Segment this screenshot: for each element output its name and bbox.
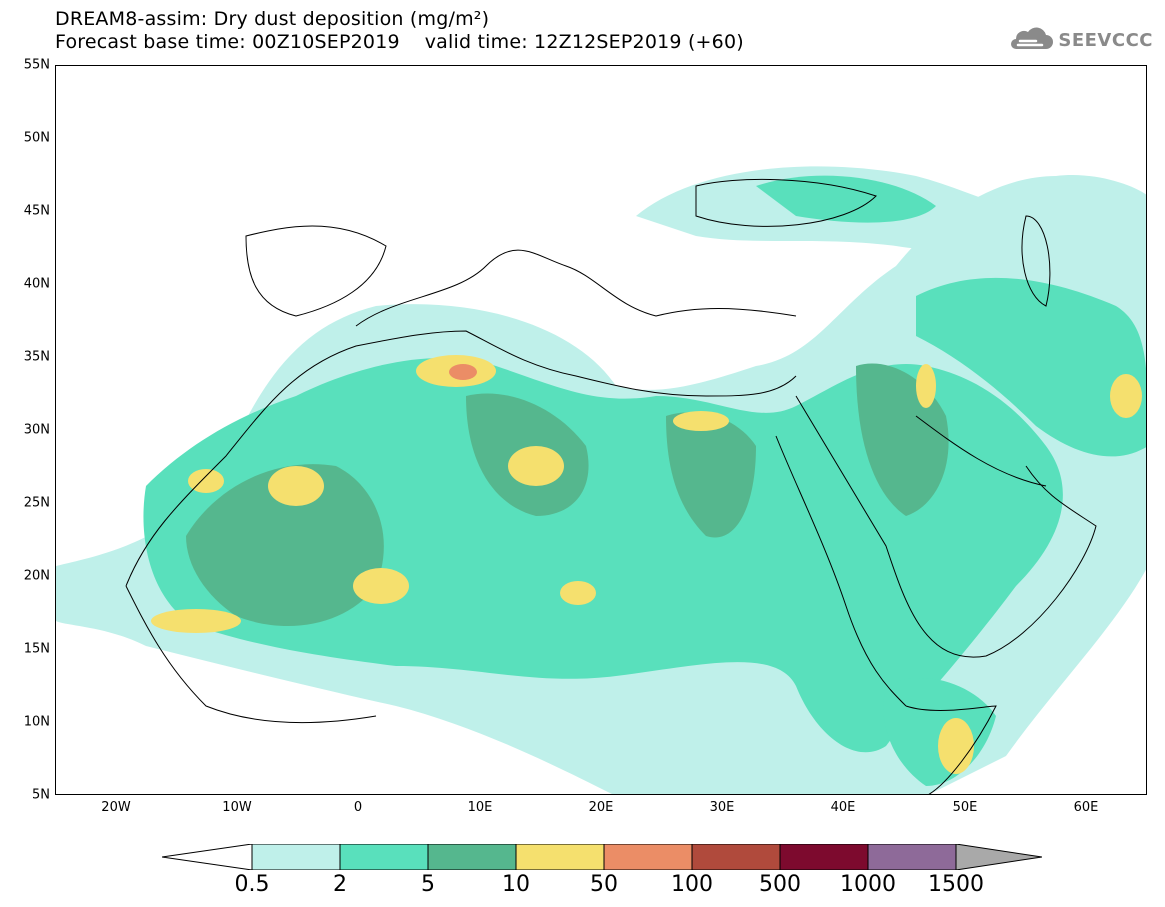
legend-label-1500: 1500 <box>928 872 984 897</box>
lat-label-35n: 35N <box>23 349 50 365</box>
legend-label-500: 500 <box>759 872 801 897</box>
hotspot-gulf <box>1110 374 1142 418</box>
sahara-high-west <box>186 464 384 626</box>
lon-label-10w: 10W <box>222 800 252 815</box>
legend-label-1000: 1000 <box>840 872 896 897</box>
hotspot-senegal <box>151 609 241 633</box>
sahara-moderate <box>143 357 1063 753</box>
lat-label-5n: 5N <box>32 787 50 803</box>
legend-label-100: 100 <box>671 872 713 897</box>
colorbar-box-10-50 <box>515 844 605 870</box>
seevccc-logo: SEEVCCC <box>1006 27 1153 53</box>
europe-south-coast <box>355 249 797 327</box>
coastlines <box>125 178 1097 794</box>
legend-label-50: 50 <box>590 872 618 897</box>
lat-label-20n: 20N <box>23 568 50 584</box>
legend-label-0-5: 0.5 <box>234 872 270 897</box>
lon-label-20e: 20E <box>588 800 614 815</box>
hotspot-egypt-coast <box>673 411 729 431</box>
lon-label-0: 0 <box>353 800 363 815</box>
colorbar-box-100-500 <box>691 844 781 870</box>
gulf-coast <box>915 415 1047 487</box>
hotspot-somalia <box>938 718 974 774</box>
map-area <box>55 65 1147 795</box>
cloud-icon <box>1011 27 1054 49</box>
legend-label-2: 2 <box>333 872 347 897</box>
red-sea-west <box>775 435 907 707</box>
lon-label-50e: 50E <box>952 800 978 815</box>
colorbar-legend <box>162 844 1042 870</box>
colorbar-under-triangle <box>162 844 253 870</box>
forecast-time-subtitle: Forecast base time: 00Z10SEP2019 valid t… <box>55 31 744 53</box>
legend-label-5: 5 <box>421 872 435 897</box>
lat-label-25n: 25N <box>23 495 50 511</box>
lat-label-40n: 40N <box>23 276 50 292</box>
lon-label-10e: 10E <box>467 800 493 815</box>
colorbar-box-5-10 <box>427 844 517 870</box>
tunisia-peak <box>449 364 477 380</box>
lat-label-30n: 30N <box>23 422 50 438</box>
lon-label-60e: 60E <box>1073 800 1099 815</box>
iran-moderate <box>916 277 1146 457</box>
lat-label-50n: 50N <box>23 130 50 146</box>
legend-label-10: 10 <box>502 872 530 897</box>
horn-coast <box>905 705 997 794</box>
hotspot-iraq <box>916 364 936 408</box>
caspian-moderate <box>756 175 936 223</box>
lat-label-45n: 45N <box>23 203 50 219</box>
colorbar-box-50-100 <box>603 844 693 870</box>
dust-deposition-field <box>56 166 1146 794</box>
hotspot-chad <box>560 581 596 605</box>
hotspot-mali <box>353 568 409 604</box>
colorbar-box-2-5 <box>339 844 429 870</box>
lon-label-40e: 40E <box>830 800 856 815</box>
lon-label-30e: 30E <box>709 800 735 815</box>
colorbar-box-1000-1500 <box>867 844 957 870</box>
hotspot-morocco <box>188 469 224 493</box>
black-sea <box>695 178 877 227</box>
logo-text: SEEVCCC <box>1058 29 1153 51</box>
north-africa-coast <box>125 330 797 587</box>
lon-label-20w: 20W <box>101 800 131 815</box>
hotspot-libya <box>508 446 564 486</box>
map-canvas <box>56 166 1146 794</box>
colorbar-box-500-1000 <box>779 844 869 870</box>
iberia <box>245 225 387 317</box>
west-africa-coast <box>125 585 377 724</box>
lat-label-10n: 10N <box>23 714 50 730</box>
lat-label-15n: 15N <box>23 641 50 657</box>
lat-label-55n: 55N <box>23 57 50 73</box>
egypt-high <box>666 412 756 538</box>
hotspot-mauritania-north <box>268 466 324 506</box>
colorbar-box-0.5-2 <box>251 844 341 870</box>
caspian-sea <box>1021 215 1051 307</box>
colorbar-over-triangle <box>955 844 1042 870</box>
arabia-coast <box>795 395 1097 658</box>
map-title: DREAM8-assim: Dry dust deposition (mg/m²… <box>55 8 490 30</box>
